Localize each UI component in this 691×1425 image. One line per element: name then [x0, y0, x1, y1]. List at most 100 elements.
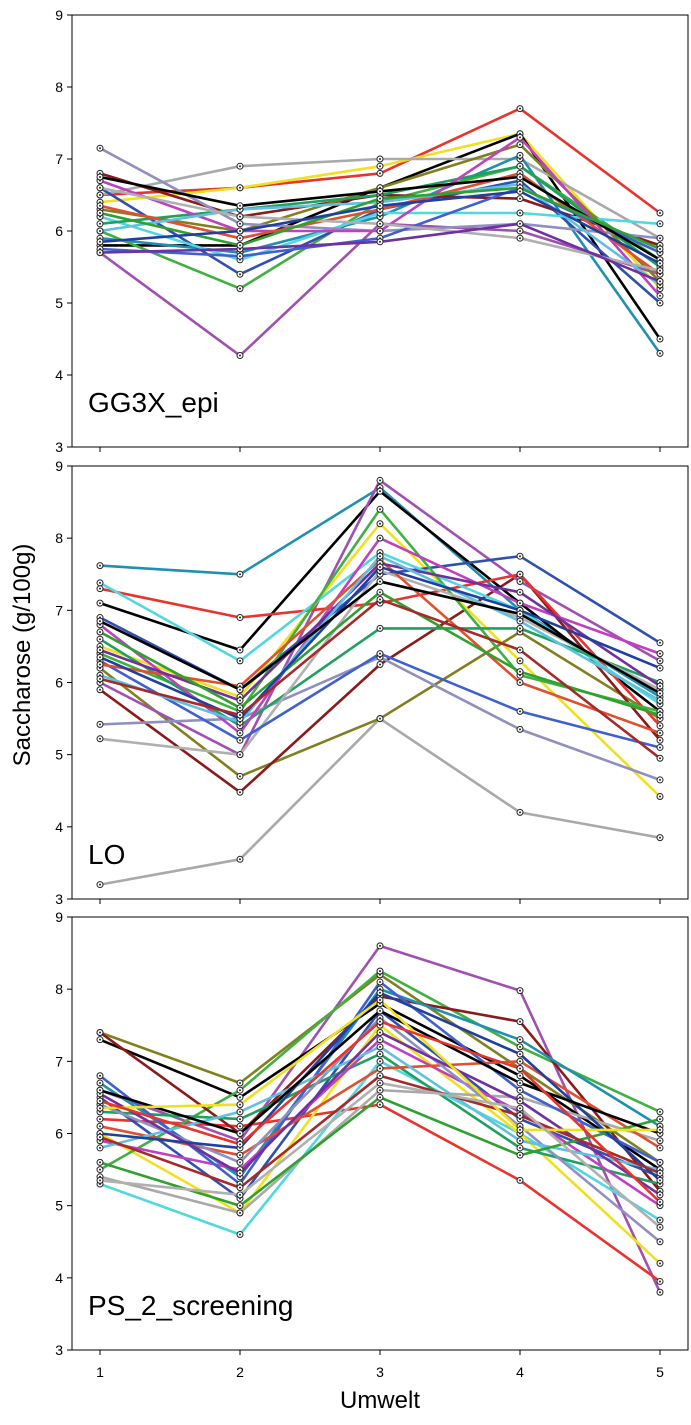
- data-point-center: [519, 649, 521, 652]
- x-tick-label: 3: [376, 1364, 384, 1380]
- data-point-center: [379, 537, 381, 540]
- data-point-center: [659, 1172, 661, 1175]
- data-point-center: [239, 775, 241, 778]
- data-point-center: [659, 652, 661, 655]
- panel-label: LO: [88, 839, 125, 870]
- data-point-center: [239, 732, 241, 735]
- data-point-center: [379, 1060, 381, 1063]
- data-point-center: [239, 1081, 241, 1084]
- data-point-center: [239, 1161, 241, 1164]
- data-point-center: [99, 147, 101, 150]
- data-point-center: [519, 237, 521, 240]
- data-point-center: [99, 630, 101, 633]
- data-point-center: [99, 1031, 101, 1034]
- data-point-center: [99, 1089, 101, 1092]
- plot-frame: [71, 465, 689, 900]
- data-point-center: [659, 739, 661, 742]
- data-point-center: [659, 732, 661, 735]
- data-point-center: [239, 1110, 241, 1113]
- data-point-center: [99, 649, 101, 652]
- series-group: [96, 105, 664, 360]
- data-point-center: [659, 262, 661, 265]
- data-point-center: [379, 627, 381, 630]
- data-point-center: [379, 991, 381, 994]
- data-point-center: [659, 692, 661, 695]
- data-point-center: [99, 204, 101, 207]
- data-point-center: [99, 1038, 101, 1041]
- data-point-center: [99, 581, 101, 584]
- data-point-center: [239, 699, 241, 702]
- data-point-center: [659, 795, 661, 798]
- data-point-center: [519, 627, 521, 630]
- y-tick-label: 9: [55, 7, 63, 23]
- data-point-center: [379, 663, 381, 666]
- data-point-center: [519, 1038, 521, 1041]
- data-point-center: [659, 667, 661, 670]
- data-point-center: [239, 1154, 241, 1157]
- data-point-center: [379, 490, 381, 493]
- data-point-center: [239, 1143, 241, 1146]
- x-axis-title: Umwelt: [340, 1387, 420, 1414]
- data-point-center: [99, 656, 101, 659]
- data-point-center: [379, 158, 381, 160]
- data-point-center: [519, 230, 521, 232]
- data-point-center: [659, 248, 661, 250]
- data-point-center: [379, 998, 381, 1001]
- y-tick-label: 8: [55, 530, 63, 546]
- data-point-center: [659, 302, 661, 304]
- data-point-center: [99, 1146, 101, 1149]
- data-point-center: [99, 564, 101, 567]
- data-point-center: [519, 989, 521, 992]
- data-point-center: [239, 1204, 241, 1207]
- x-tick-label: 1: [96, 1364, 104, 1380]
- data-point-center: [239, 1186, 241, 1189]
- data-point-center: [239, 1233, 241, 1236]
- panel-label: PS_2_screening: [88, 1290, 293, 1321]
- data-point-center: [239, 1103, 241, 1106]
- data-point-center: [659, 269, 661, 272]
- y-tick-label: 8: [55, 79, 63, 95]
- data-point-center: [519, 212, 521, 214]
- data-point-center: [379, 1096, 381, 1099]
- data-point-center: [239, 222, 241, 225]
- data-point-center: [379, 204, 381, 207]
- data-point-center: [99, 194, 101, 196]
- data-point-center: [519, 1045, 521, 1048]
- y-tick-label: 6: [55, 1126, 63, 1142]
- x-tick-label: 5: [656, 1364, 664, 1380]
- chart-panels: 3 4 5 6 7 8 9 GG3X_epi 3 4 5 6 7 8 9 LO 3 4 5 6 7 8 9 1 2 3 4 5 PS_2…: [55, 7, 689, 1380]
- panel-2: 3 4 5 6 7 8 9 LO: [55, 458, 689, 907]
- data-point-center: [519, 165, 521, 168]
- series-line-2: [99, 717, 661, 886]
- y-tick-label: 9: [55, 458, 63, 474]
- data-point-center: [659, 724, 661, 727]
- y-tick-label: 4: [55, 1270, 63, 1286]
- data-point-center: [239, 791, 241, 794]
- data-point-center: [519, 1060, 521, 1063]
- data-point-center: [379, 172, 381, 175]
- data-point-center: [659, 1201, 661, 1204]
- data-point-center: [519, 1139, 521, 1142]
- data-point-center: [239, 215, 241, 218]
- y-tick-label: 3: [55, 891, 63, 907]
- data-point-center: [519, 659, 521, 662]
- data-point-center: [99, 602, 101, 605]
- data-point-center: [239, 1096, 241, 1099]
- data-point-center: [239, 1172, 241, 1175]
- data-point-center: [99, 1100, 101, 1103]
- y-tick-label: 6: [55, 223, 63, 239]
- data-point-center: [519, 222, 521, 225]
- y-tick-label: 3: [55, 439, 63, 455]
- data-point-center: [519, 176, 521, 178]
- data-point-center: [379, 555, 381, 558]
- data-point-center: [239, 255, 241, 258]
- data-point-center: [379, 1031, 381, 1034]
- data-point-center: [239, 739, 241, 742]
- data-point-center: [379, 222, 381, 225]
- data-point-center: [379, 980, 381, 983]
- data-point-center: [519, 681, 521, 684]
- data-point-center: [239, 1132, 241, 1135]
- data-point-center: [379, 1045, 381, 1048]
- data-point-center: [379, 508, 381, 511]
